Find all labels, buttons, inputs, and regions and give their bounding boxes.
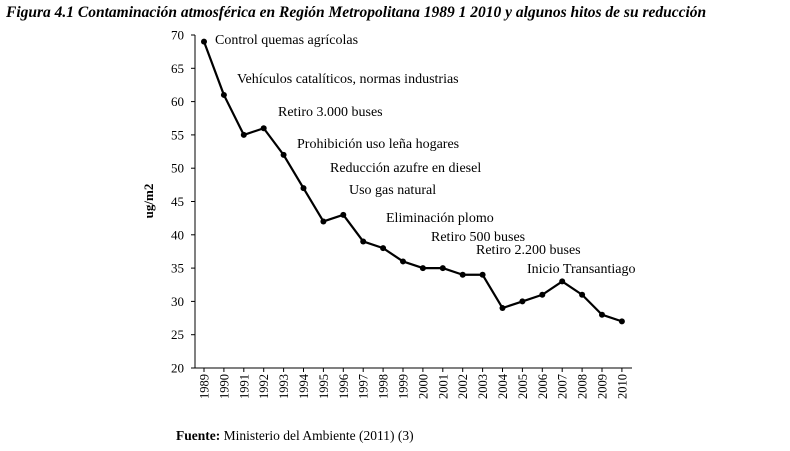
x-tick-label: 1993 xyxy=(277,374,291,399)
source-text: Ministerio del Ambiente (2011) (3) xyxy=(223,428,414,443)
annotation-label: Retiro 2.200 buses xyxy=(476,243,581,258)
x-tick-label: 2008 xyxy=(576,374,590,399)
data-point xyxy=(280,151,287,158)
x-tick-label: 1998 xyxy=(377,374,391,399)
x-tick-label: 1995 xyxy=(317,374,331,399)
data-point xyxy=(240,131,247,138)
x-tick-label: 1999 xyxy=(397,374,411,399)
data-point xyxy=(479,271,486,278)
annotation-label: Prohibición uso leña hogares xyxy=(297,137,459,152)
data-point xyxy=(559,278,566,285)
x-tick-label: 1989 xyxy=(198,374,212,399)
y-tick-label: 20 xyxy=(171,361,184,376)
data-point xyxy=(579,291,586,298)
y-tick-label: 70 xyxy=(171,28,184,43)
y-tick-label: 35 xyxy=(171,261,184,276)
annotation-label: Retiro 3.000 buses xyxy=(278,105,383,120)
x-tick-label: 2002 xyxy=(456,374,470,399)
y-axis-label: ug/m2 xyxy=(141,184,156,219)
y-tick-label: 50 xyxy=(171,161,184,176)
data-point xyxy=(220,91,227,98)
x-tick-label: 2004 xyxy=(496,373,510,399)
annotation-label: Retiro 500 buses xyxy=(431,230,525,245)
x-tick-label: 1996 xyxy=(337,374,351,399)
x-tick-label: 1994 xyxy=(297,373,311,399)
data-point xyxy=(300,185,307,192)
x-tick-label: 1992 xyxy=(257,374,271,399)
x-tick-label: 2005 xyxy=(516,374,530,399)
data-point xyxy=(340,211,347,218)
y-tick-label: 65 xyxy=(171,61,184,76)
data-point xyxy=(539,291,546,298)
y-tick-label: 55 xyxy=(171,127,184,142)
series-line xyxy=(202,41,623,323)
data-point xyxy=(201,38,207,45)
source-note: Fuente: Ministerio del Ambiente (2011) (… xyxy=(176,428,414,444)
y-tick-label: 45 xyxy=(171,194,184,209)
data-point xyxy=(519,298,526,305)
figure-title: Figura 4.1 Contaminación atmosférica en … xyxy=(6,4,707,21)
annotation-label: Inicio Transantiago xyxy=(527,262,636,277)
y-tick-label: 30 xyxy=(171,294,184,309)
x-tick-label: 2007 xyxy=(556,374,570,399)
data-point xyxy=(459,271,466,278)
annotation-label: Eliminación plomo xyxy=(386,211,494,226)
x-tick-label: 2000 xyxy=(416,374,430,399)
data-point xyxy=(439,265,446,272)
x-tick-label: 2009 xyxy=(596,374,610,399)
data-point xyxy=(419,265,426,272)
x-tick-label: 2006 xyxy=(536,374,550,399)
y-tick-label: 60 xyxy=(171,94,184,109)
x-tick-label: 2010 xyxy=(615,374,629,399)
data-point xyxy=(380,245,387,252)
x-tick-label: 1997 xyxy=(357,374,371,399)
data-point xyxy=(360,238,367,245)
data-point xyxy=(260,125,267,132)
source-label: Fuente: xyxy=(176,428,221,443)
x-tick-label: 1991 xyxy=(237,374,251,399)
annotation-label: Control quemas agrícolas xyxy=(215,33,358,48)
data-point xyxy=(400,258,406,265)
x-tick-label: 2003 xyxy=(476,374,490,399)
annotation-label: Vehículos catalíticos, normas industrias xyxy=(237,72,459,87)
data-point xyxy=(499,305,506,312)
x-tick-label: 2001 xyxy=(436,374,450,399)
data-point xyxy=(618,318,625,325)
y-tick-label: 25 xyxy=(171,327,184,342)
data-point xyxy=(320,218,327,225)
data-point xyxy=(599,311,605,318)
x-tick-label: 1990 xyxy=(217,374,231,399)
annotation-label: Uso gas natural xyxy=(349,183,436,198)
y-tick-label: 40 xyxy=(171,227,184,242)
annotation-label: Reducción azufre en diesel xyxy=(330,161,481,176)
